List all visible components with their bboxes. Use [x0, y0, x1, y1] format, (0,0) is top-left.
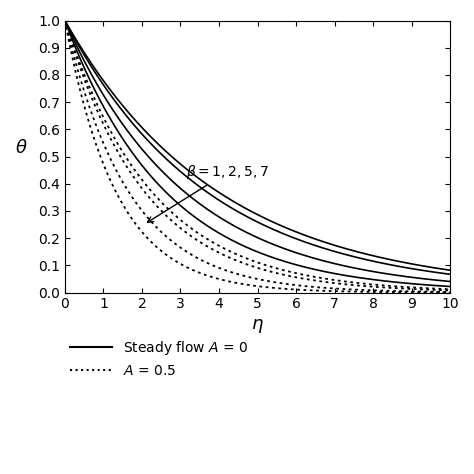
- Legend: Steady flow $A$ = 0, $A$ = 0.5: Steady flow $A$ = 0, $A$ = 0.5: [65, 333, 254, 383]
- X-axis label: $\eta$: $\eta$: [251, 317, 264, 335]
- Y-axis label: $\theta$: $\theta$: [15, 138, 27, 156]
- Text: $\beta = 1, 2, 5, 7$: $\beta = 1, 2, 5, 7$: [147, 163, 270, 222]
